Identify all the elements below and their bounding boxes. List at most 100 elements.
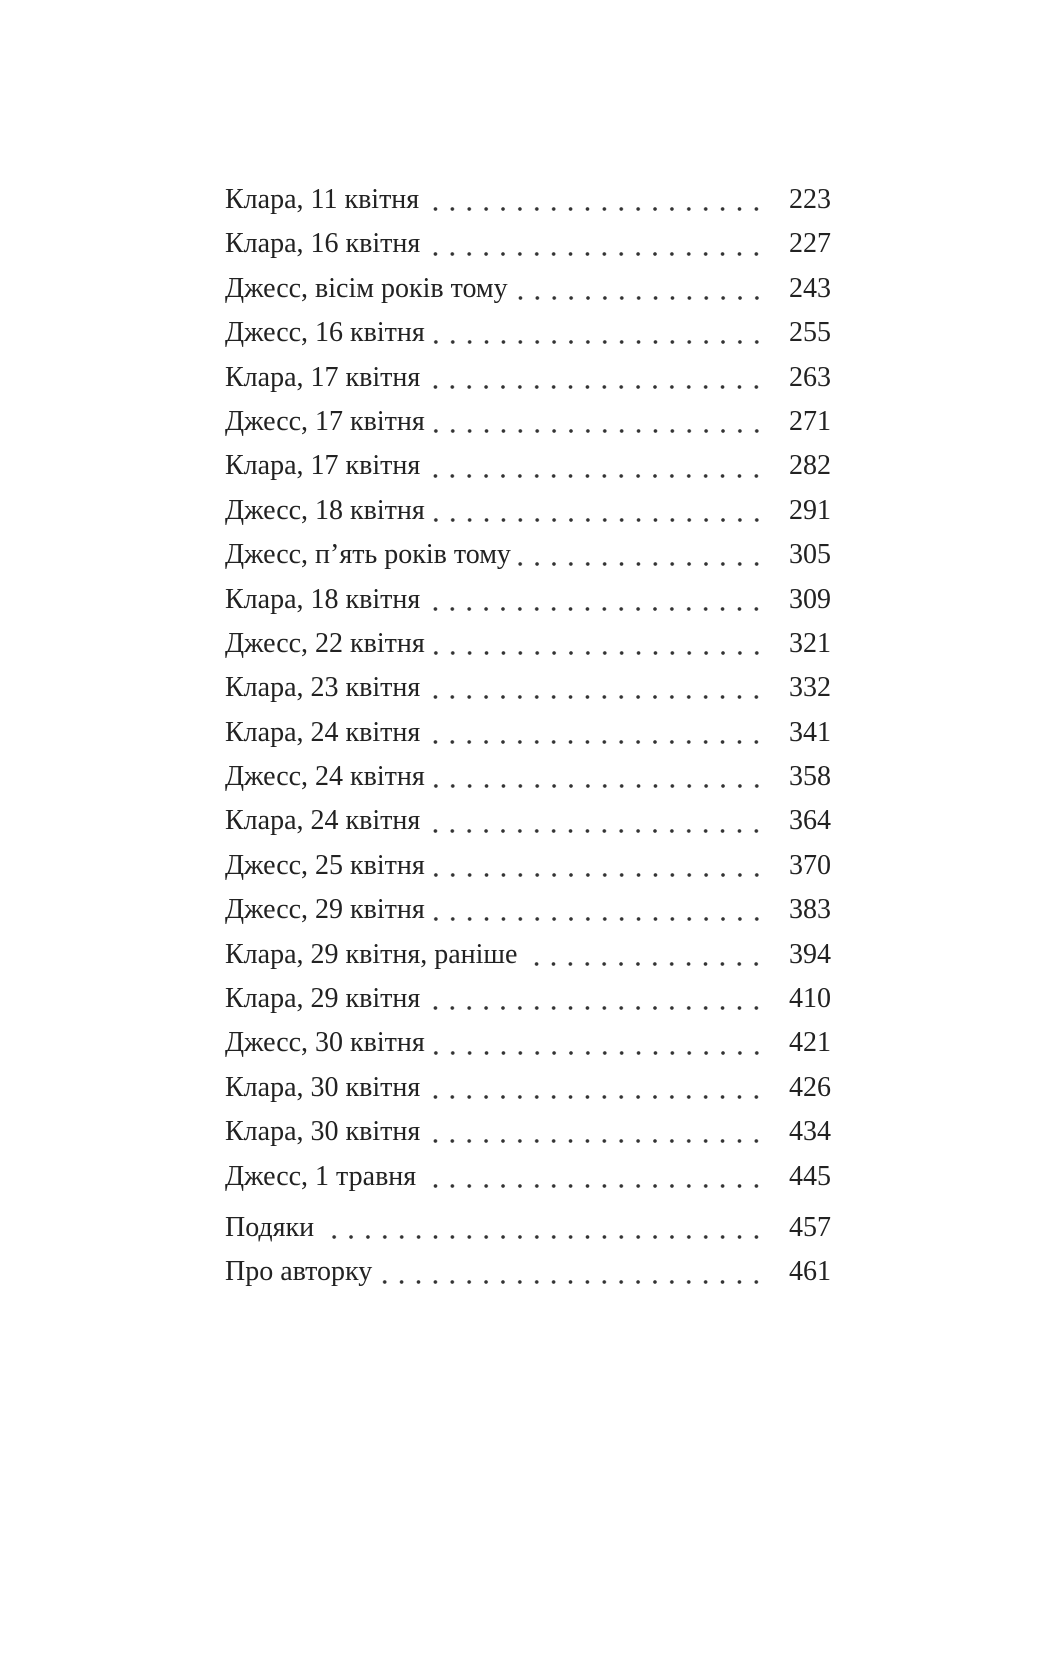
toc-entry: Джесс, вісім років тому 243 [225,267,831,311]
entry-page-number: 426 [789,1071,831,1103]
dot-leader [426,677,765,700]
entry-title: Джесс, 16 квітня [225,317,425,349]
dot-leader [430,322,765,345]
entry-title: Подяки [225,1211,315,1243]
dot-leader [378,1261,765,1284]
toc-entry: Клара, 16 квітня 227 [225,222,831,266]
entry-title: Клара, 17 квітня [225,361,421,393]
toc-entry: Клара, 29 квітня, раніше 394 [225,933,831,977]
entry-title: Про авторку [225,1256,373,1288]
entry-page-number: 291 [789,494,831,526]
toc-entry: Джесс, п’ять років тому 305 [225,533,831,577]
entry-title: Джесс, вісім років тому [225,272,508,304]
entry-title: Джесс, 30 квітня [225,1027,425,1059]
dot-leader [425,189,765,212]
entry-page-number: 332 [789,672,831,704]
entry-page-number: 227 [789,228,831,260]
toc-entry: Джесс, 22 квітня 321 [225,622,831,666]
entry-page-number: 434 [789,1116,831,1148]
entry-page-number: 461 [789,1256,831,1288]
dot-leader [426,1077,765,1099]
entry-title: Джесс, 24 квітня [225,761,425,793]
toc-entry: Клара, 17 квітня 282 [225,444,831,488]
entry-title: Джесс, 1 травня [225,1160,417,1192]
dot-leader [516,544,765,567]
dot-leader [523,943,765,966]
dot-leader [430,411,765,434]
toc-entry: Джесс, 17 квітня 271 [225,400,831,444]
dot-leader [426,988,765,1011]
entry-page-number: 358 [789,761,831,793]
toc-entry: Джесс, 1 травня 445 [225,1155,831,1199]
toc-entry: Клара, 17 квітня 263 [225,356,831,400]
toc-entry: Клара, 11 квітня 223 [225,178,831,222]
entry-page-number: 383 [789,894,831,926]
entry-title: Джесс, 22 квітня [225,627,425,659]
entry-title: Джесс, 25 квітня [225,849,425,881]
dot-leader [320,1217,765,1240]
entry-page-number: 421 [789,1027,831,1059]
dot-leader [426,588,765,611]
toc-entry: Джесс, 24 квітня 358 [225,755,831,799]
dot-leader [426,810,765,833]
entry-title: Клара, 29 квітня, раніше [225,938,518,970]
toc-entry: Джесс, 30 квітня 421 [225,1021,831,1065]
entry-title: Клара, 24 квітня [225,805,421,837]
entry-page-number: 341 [789,716,831,748]
dot-leader [430,855,765,878]
entry-page-number: 410 [789,983,831,1015]
dot-leader [422,1165,765,1188]
entry-page-number: 305 [789,539,831,571]
dot-leader [430,1032,765,1055]
entry-title: Джесс, 17 квітня [225,405,425,437]
entry-page-number: 457 [789,1211,831,1243]
entry-title: Клара, 24 квітня [225,716,421,748]
toc-entry: Клара, 30 квітня 434 [225,1110,831,1154]
entry-page-number: 370 [789,849,831,881]
entry-page-number: 282 [789,450,831,482]
dot-leader [426,233,765,256]
entry-title: Клара, 30 квітня [225,1116,421,1148]
toc-entry: Клара, 23 квітня 332 [225,666,831,710]
toc-entry: Про авторку 461 [225,1250,831,1294]
toc-entry: Клара, 18 квітня 309 [225,578,831,622]
dot-leader [430,899,765,922]
entry-page-number: 243 [789,272,831,304]
entry-page-number: 321 [789,627,831,659]
dot-leader [430,766,765,789]
entry-title: Клара, 23 квітня [225,672,421,704]
entry-page-number: 309 [789,583,831,615]
entry-page-number: 255 [789,317,831,349]
entry-page-number: 394 [789,938,831,970]
entry-title: Клара, 17 квітня [225,450,421,482]
entry-title: Джесс, п’ять років тому [225,539,511,571]
dot-leader [513,277,765,300]
toc-entry: Клара, 30 квітня 426 [225,1066,831,1110]
entry-title: Клара, 30 квітня [225,1071,421,1103]
entry-title: Джесс, 18 квітня [225,494,425,526]
dot-leader [430,499,765,522]
entry-page-number: 263 [789,361,831,393]
entry-page-number: 364 [789,805,831,837]
entry-title: Клара, 11 квітня [225,184,420,215]
entry-title: Джесс, 29 квітня [225,894,425,926]
table-of-contents: Клара, 11 квітня 223 Клара, 16 квітня 227 Дж… [225,178,831,1295]
dot-leader [426,721,765,744]
toc-entry: Клара, 29 квітня 410 [225,977,831,1021]
toc-entry: Джесс, 16 квітня 255 [225,311,831,355]
toc-entry: Джесс, 25 квітня 370 [225,844,831,888]
dot-leader [430,633,765,656]
toc-entry: Джесс, 29 квітня 383 [225,888,831,932]
dot-leader [426,1121,765,1144]
entry-page-number: 271 [789,405,831,437]
entry-title: Клара, 29 квітня [225,983,421,1015]
toc-entry: Джесс, 18 квітня 291 [225,489,831,533]
entry-page-number: 223 [789,184,831,215]
dot-leader [426,366,765,389]
entry-title: Клара, 18 квітня [225,583,421,615]
entry-page-number: 445 [789,1160,831,1192]
toc-entry: Клара, 24 квітня 364 [225,799,831,843]
toc-entry: Подяки 457 [225,1206,831,1250]
dot-leader [426,455,765,478]
toc-entry: Клара, 24 квітня 341 [225,711,831,755]
